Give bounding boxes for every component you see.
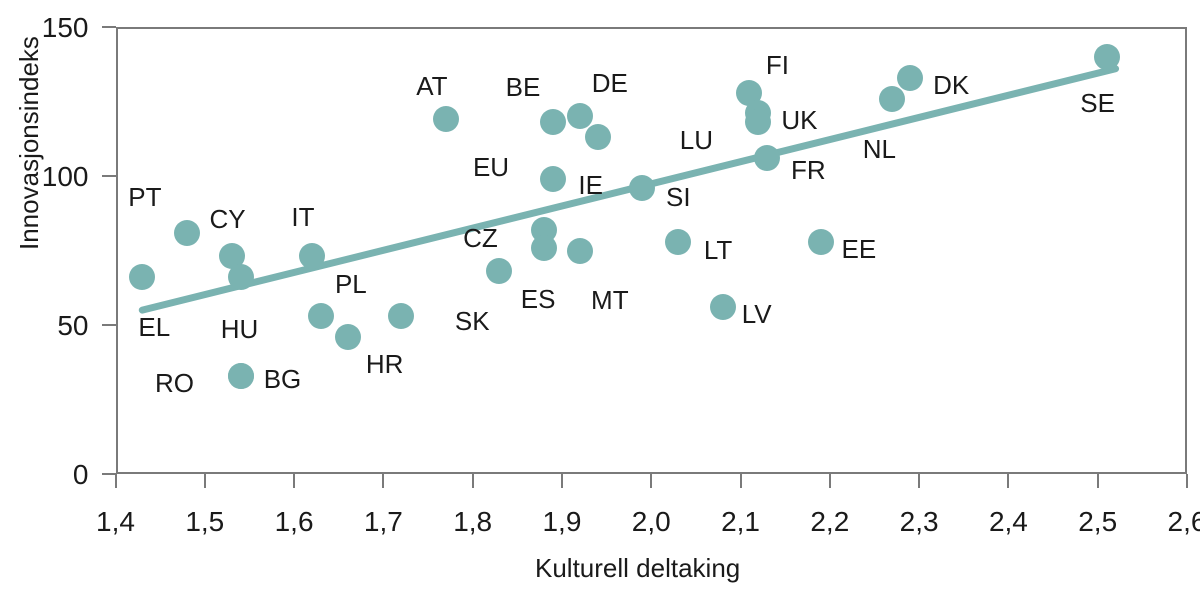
point-label-DE: DE bbox=[591, 68, 628, 99]
data-point-HU bbox=[227, 264, 254, 291]
data-point-UK bbox=[745, 109, 772, 136]
y-tick-label: 150 bbox=[41, 12, 89, 43]
y-tick-mark bbox=[101, 473, 116, 475]
data-point-DE bbox=[566, 103, 593, 130]
data-point-BE bbox=[540, 109, 567, 136]
y-tick-label: 50 bbox=[57, 310, 89, 341]
x-tick-mark bbox=[1007, 474, 1010, 488]
x-tick-mark bbox=[471, 474, 474, 488]
y-tick-mark bbox=[101, 26, 116, 28]
x-tick-label: 2,2 bbox=[810, 506, 850, 537]
data-point-EE bbox=[807, 228, 834, 255]
y-tick-mark bbox=[101, 175, 116, 177]
data-point-LV bbox=[709, 294, 736, 321]
data-point-LT bbox=[665, 228, 692, 255]
x-tick-label: 2,5 bbox=[1078, 506, 1118, 537]
x-tick-mark bbox=[739, 474, 742, 488]
point-label-FI: FI bbox=[765, 49, 790, 80]
data-point-EL bbox=[129, 264, 156, 291]
point-label-PL: PL bbox=[334, 269, 367, 300]
data-point-PL bbox=[307, 303, 334, 330]
x-tick-mark bbox=[560, 474, 563, 488]
point-label-LV: LV bbox=[741, 299, 772, 330]
x-tick-label: 1,4 bbox=[96, 506, 135, 537]
point-label-MT: MT bbox=[591, 284, 629, 315]
y-tick-label: 100 bbox=[41, 161, 89, 192]
x-tick-label: 1,8 bbox=[453, 506, 493, 537]
point-label-UK: UK bbox=[781, 105, 818, 136]
x-tick-label: 1,7 bbox=[363, 506, 403, 537]
x-tick-label: 1,5 bbox=[185, 506, 225, 537]
x-tick-mark bbox=[1096, 474, 1099, 488]
point-label-HU: HU bbox=[220, 314, 259, 345]
x-tick-label: 2,6 bbox=[1167, 506, 1200, 537]
point-label-FR: FR bbox=[790, 155, 826, 186]
x-tick-label: 2,4 bbox=[988, 506, 1028, 537]
y-axis-title: Innovasjonsindeks bbox=[14, 36, 44, 250]
x-tick-label: 2,3 bbox=[899, 506, 939, 537]
point-label-BE: BE bbox=[505, 72, 541, 103]
x-tick-mark bbox=[918, 474, 921, 488]
point-label-NL: NL bbox=[862, 133, 896, 164]
x-tick-label: 2,1 bbox=[721, 506, 760, 537]
data-point-DK bbox=[897, 64, 924, 91]
x-tick-label: 1,9 bbox=[542, 506, 582, 537]
data-point-PT bbox=[173, 219, 200, 246]
point-label-ES: ES bbox=[520, 283, 556, 314]
point-label-LU: LU bbox=[679, 125, 714, 156]
data-point-FR bbox=[754, 145, 781, 172]
x-tick-mark bbox=[650, 474, 653, 488]
data-point-SI bbox=[629, 174, 656, 201]
data-point-EU bbox=[540, 165, 567, 192]
x-tick-mark bbox=[828, 474, 831, 488]
x-tick-label: 2,0 bbox=[631, 506, 671, 537]
point-label-EL: EL bbox=[138, 312, 171, 343]
point-label-RO: RO bbox=[155, 367, 194, 398]
point-label-CZ: CZ bbox=[463, 223, 498, 254]
data-point-SE bbox=[1093, 43, 1120, 70]
point-label-DK: DK bbox=[933, 69, 970, 100]
data-point-CZ bbox=[486, 258, 513, 285]
point-label-IE: IE bbox=[578, 170, 603, 201]
point-label-BG: BG bbox=[263, 363, 302, 394]
point-label-SI: SI bbox=[666, 181, 691, 212]
x-tick-mark bbox=[114, 474, 117, 488]
data-point-HR bbox=[334, 323, 361, 350]
point-label-EU: EU bbox=[472, 151, 510, 182]
x-tick-label: 1,6 bbox=[274, 506, 314, 537]
y-tick-label: 0 bbox=[72, 459, 89, 490]
data-point-MT bbox=[566, 237, 593, 264]
x-tick-mark bbox=[1186, 474, 1188, 488]
data-point-IT bbox=[298, 243, 325, 270]
point-label-PT: PT bbox=[128, 181, 162, 212]
data-point-SK bbox=[388, 303, 415, 330]
point-label-LT: LT bbox=[703, 234, 733, 265]
x-tick-mark bbox=[382, 474, 385, 488]
x-axis-title: Kulturell deltaking bbox=[535, 553, 741, 583]
point-label-EE: EE bbox=[841, 233, 877, 264]
data-point-ES bbox=[531, 234, 558, 261]
point-label-AT: AT bbox=[416, 71, 448, 102]
point-label-CY: CY bbox=[209, 204, 246, 235]
point-label-SE: SE bbox=[1080, 87, 1115, 118]
point-label-HR: HR bbox=[365, 348, 404, 379]
x-tick-mark bbox=[203, 474, 206, 488]
y-tick-mark bbox=[101, 324, 116, 326]
data-point-BG bbox=[227, 362, 254, 389]
data-point-IE bbox=[584, 124, 611, 151]
data-point-NL bbox=[879, 85, 906, 112]
x-tick-mark bbox=[293, 474, 296, 488]
point-label-SK: SK bbox=[454, 306, 490, 337]
point-label-IT: IT bbox=[291, 202, 315, 233]
plot-area bbox=[115, 27, 1187, 474]
data-point-AT bbox=[432, 106, 459, 133]
